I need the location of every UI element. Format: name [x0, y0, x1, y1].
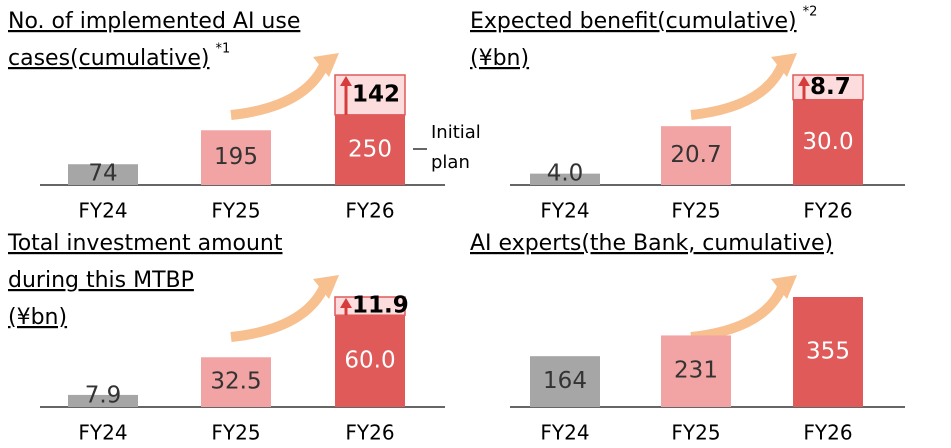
increase-arrow-head: [340, 298, 352, 308]
bar: [335, 114, 405, 185]
value-label: 20.7: [670, 142, 721, 168]
trend-arrow: [690, 282, 788, 342]
annotation: plan: [431, 152, 470, 173]
value-label: 30.0: [802, 129, 853, 155]
bar: [530, 356, 600, 407]
x-tick-label: FY24: [540, 421, 589, 445]
value-label: 231: [674, 358, 718, 384]
increase-label: 8.7: [810, 74, 851, 100]
increase-bar: [334, 296, 406, 316]
panel-title: AI experts(the Bank, cumulative): [470, 231, 833, 256]
panel-subtitle: (¥bn): [8, 305, 67, 330]
x-tick-label: FY26: [345, 421, 394, 445]
bar: [68, 164, 138, 185]
value-label: 32.5: [210, 369, 261, 395]
bar: [335, 315, 405, 407]
panel-subtitle: (¥bn): [470, 46, 529, 71]
panel-title: cases(cumulative): [8, 46, 210, 71]
trend-arrow: [690, 60, 788, 120]
bar: [530, 173, 600, 185]
value-label: 74: [88, 161, 117, 187]
trend-arrow: [230, 282, 330, 342]
panel-title: during this MTBP: [8, 268, 194, 293]
value-label: 355: [806, 339, 850, 365]
x-tick-label: FY25: [671, 421, 720, 445]
value-label: 195: [214, 144, 258, 170]
trend-arrow: [230, 60, 330, 120]
trend-arrow-head: [771, 53, 797, 77]
x-tick-label: FY25: [211, 421, 260, 445]
panel-title: Expected benefit(cumulative): [470, 9, 797, 34]
trend-arrow-head: [313, 53, 339, 77]
trend-arrow-head: [771, 275, 797, 299]
value-label: 164: [543, 368, 587, 394]
x-tick-label: FY25: [211, 199, 260, 223]
value-label: 250: [348, 136, 392, 162]
value-label: 4.0: [547, 161, 584, 187]
increase-arrow-head: [798, 76, 810, 86]
footnote-ref: *2: [803, 5, 818, 20]
bar: [793, 99, 863, 185]
x-tick-label: FY24: [78, 199, 127, 223]
x-tick-label: FY24: [78, 421, 127, 445]
panel-title: No. of implemented AI use: [8, 9, 300, 34]
trend-arrow-head: [313, 275, 339, 299]
increase-label: 142: [352, 81, 400, 107]
bar: [201, 357, 271, 407]
value-label: 60.0: [344, 348, 395, 374]
panel-title: Total investment amount: [7, 231, 283, 256]
x-tick-label: FY24: [540, 199, 589, 223]
increase-arrow-head: [340, 76, 352, 86]
value-label: 7.9: [85, 383, 122, 409]
increase-label: 11.9: [352, 293, 409, 319]
footnote-ref: *1: [216, 42, 231, 57]
x-tick-label: FY26: [803, 199, 852, 223]
bar: [68, 394, 138, 407]
bar: [661, 126, 731, 185]
x-tick-label: FY26: [803, 421, 852, 445]
bar: [201, 130, 271, 185]
x-tick-label: FY25: [671, 199, 720, 223]
bar: [661, 335, 731, 407]
bar: [793, 297, 863, 407]
annotation: Initial: [431, 122, 481, 143]
x-tick-label: FY26: [345, 199, 394, 223]
